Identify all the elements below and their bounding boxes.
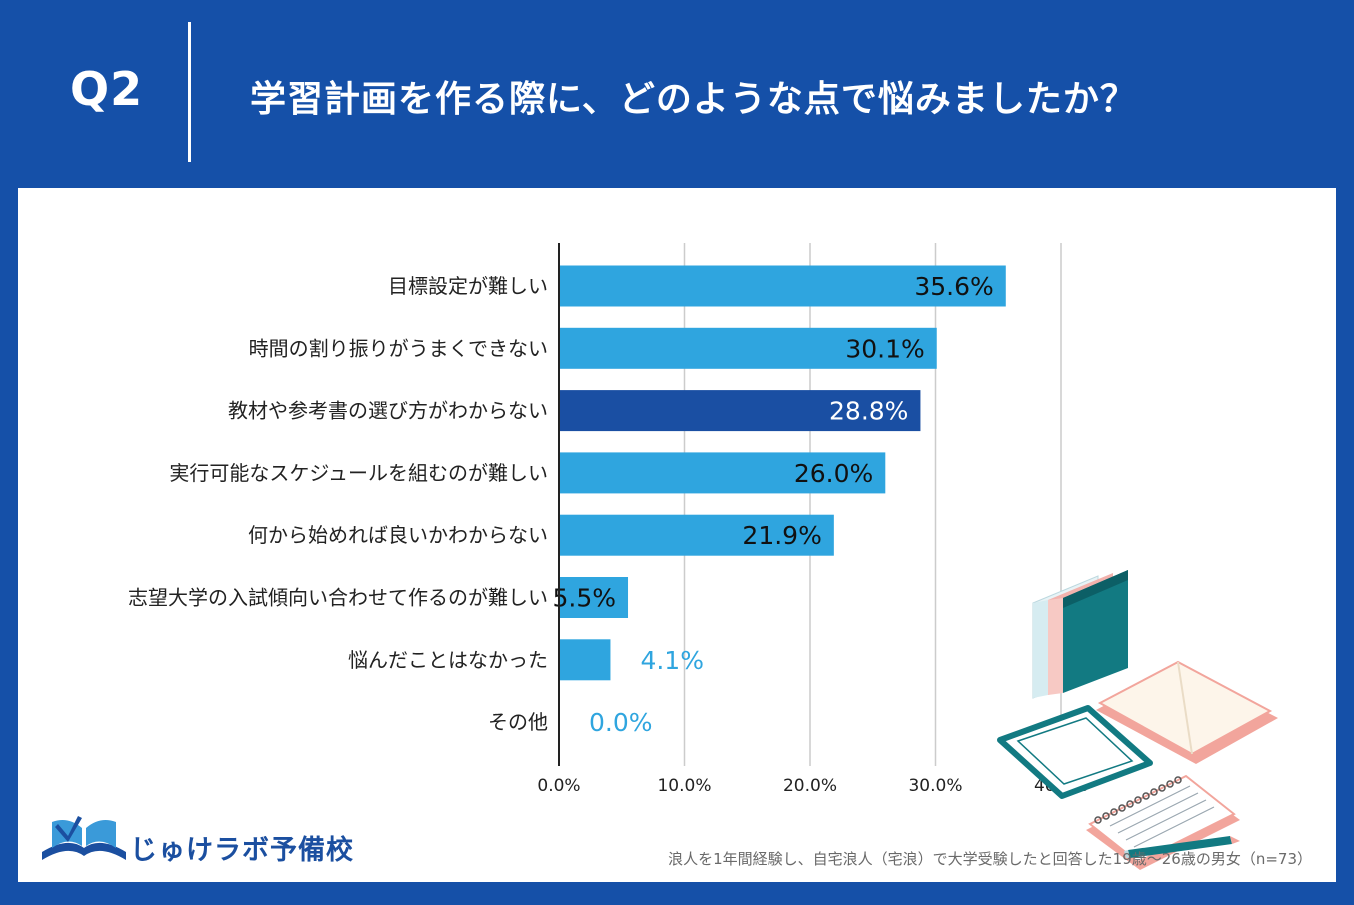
bar	[559, 514, 834, 556]
bar-chart: 0.0%10.0%20.0%30.0%40.0%目標設定が難しい35.6%時間の…	[128, 243, 1088, 796]
pencil-icon	[1124, 836, 1240, 858]
category-label: 目標設定が難しい	[388, 274, 548, 298]
category-label: 悩んだことはなかった	[348, 648, 548, 672]
notebook-icon	[1086, 774, 1240, 870]
bar	[559, 639, 611, 681]
logo-text: じゅけラボ予備校	[130, 835, 354, 866]
open-book-icon	[1096, 660, 1278, 764]
x-tick-label: 30.0%	[908, 776, 962, 796]
category-label: 実行可能なスケジュールを組むのが難しい	[169, 461, 548, 485]
books-icon	[1032, 570, 1128, 699]
value-label: 35.6%	[914, 272, 993, 301]
value-label: 5.5%	[553, 584, 617, 613]
category-label: 教材や参考書の選び方がわからない	[228, 399, 548, 423]
logo-book-icon	[42, 816, 126, 860]
study-illustration-icon	[997, 570, 1278, 870]
category-label: その他	[488, 710, 548, 734]
value-label: 0.0%	[589, 708, 653, 737]
value-label: 30.1%	[845, 334, 924, 363]
header: Q2 学習計画を作る際に、どのような点で悩みましたか？	[0, 0, 1354, 188]
bar	[559, 577, 629, 618]
footnote: 浪人を1年間経験し、自宅浪人（宅浪）で大学受験したと回答した19歳～26歳の男女…	[668, 850, 1312, 868]
value-label: 21.9%	[742, 521, 821, 550]
bar	[559, 452, 886, 494]
question-label: Q2	[70, 62, 144, 116]
x-tick-label: 0.0%	[537, 776, 580, 796]
value-label: 26.0%	[794, 459, 873, 488]
page-title: 学習計画を作る際に、どのような点で悩みましたか？	[250, 79, 1137, 120]
bar	[559, 390, 921, 432]
category-label: 時間の割り振りがうまくできない	[249, 336, 548, 360]
header-divider	[188, 22, 191, 162]
x-tick-label: 10.0%	[657, 776, 711, 796]
x-tick-label: 20.0%	[783, 776, 837, 796]
category-label: 志望大学の入試傾向い合わせて作るのが難しい	[128, 586, 548, 610]
value-label: 28.8%	[829, 397, 908, 426]
category-label: 何から始めれば良いかわからない	[248, 523, 548, 547]
tablet-icon	[997, 705, 1153, 799]
chart-panel: 0.0%10.0%20.0%30.0%40.0%目標設定が難しい35.6%時間の…	[18, 188, 1336, 882]
bar	[559, 327, 937, 369]
bar	[559, 265, 1006, 307]
value-label: 4.1%	[640, 646, 704, 675]
